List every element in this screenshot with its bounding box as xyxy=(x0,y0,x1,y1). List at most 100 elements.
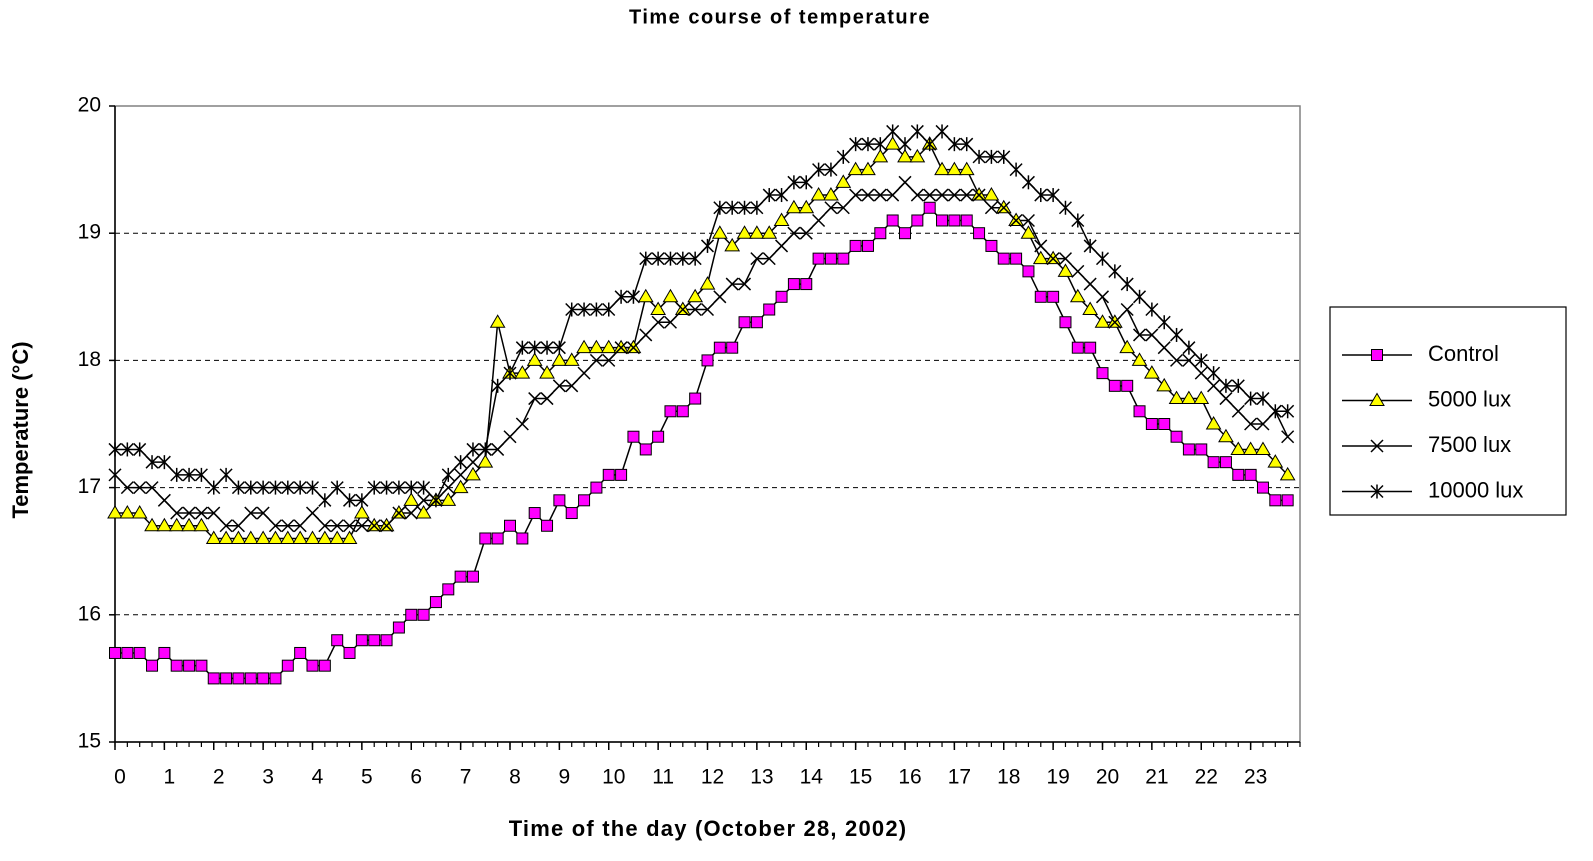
marker-square xyxy=(899,227,911,240)
marker-x xyxy=(1108,315,1122,329)
marker-x xyxy=(725,277,739,291)
marker xyxy=(145,481,159,495)
marker-square xyxy=(1256,481,1269,494)
marker-x xyxy=(219,519,233,533)
marker xyxy=(1219,392,1233,406)
marker xyxy=(131,505,148,519)
marker xyxy=(108,468,122,482)
marker xyxy=(491,442,505,456)
marker-square xyxy=(553,494,566,507)
marker xyxy=(1057,263,1074,277)
marker-triangle xyxy=(477,454,494,468)
marker xyxy=(417,493,431,507)
marker xyxy=(1193,390,1210,405)
marker xyxy=(762,188,776,203)
x-tick-label: 23 xyxy=(1244,766,1267,789)
marker xyxy=(812,213,826,228)
marker-square xyxy=(923,201,936,214)
marker xyxy=(1009,162,1023,177)
marker xyxy=(515,417,529,431)
marker-triangle xyxy=(1020,225,1037,239)
marker-triangle xyxy=(1230,441,1247,455)
marker-square xyxy=(355,634,368,647)
marker xyxy=(1218,428,1234,443)
marker xyxy=(404,506,418,520)
marker-x xyxy=(639,328,653,342)
marker xyxy=(589,353,603,367)
marker-triangle xyxy=(1082,301,1099,316)
marker-x xyxy=(515,417,529,431)
marker xyxy=(960,188,974,202)
marker-x xyxy=(207,506,221,520)
marker xyxy=(1371,349,1383,361)
marker xyxy=(392,480,406,495)
marker-x xyxy=(688,302,702,317)
marker xyxy=(1119,339,1136,354)
marker-triangle xyxy=(119,505,136,519)
marker-square xyxy=(652,430,665,443)
marker xyxy=(541,519,554,532)
marker xyxy=(540,340,554,355)
marker-square xyxy=(491,532,504,545)
marker xyxy=(775,239,789,253)
marker-x xyxy=(873,188,887,202)
marker xyxy=(847,161,864,176)
marker xyxy=(331,634,344,647)
marker-triangle xyxy=(1218,428,1234,443)
marker xyxy=(1034,239,1048,253)
marker-triangle xyxy=(662,288,679,303)
marker xyxy=(849,188,863,202)
marker xyxy=(824,201,838,215)
marker-x xyxy=(454,468,468,482)
marker xyxy=(380,480,394,495)
marker-triangle xyxy=(1193,390,1210,405)
marker xyxy=(477,454,494,468)
marker xyxy=(552,379,566,393)
marker-square xyxy=(207,672,220,685)
marker xyxy=(664,405,677,418)
marker xyxy=(1256,391,1270,406)
marker xyxy=(861,137,875,152)
marker-x xyxy=(231,519,245,533)
marker-x xyxy=(491,442,505,456)
marker xyxy=(1144,365,1160,379)
marker-x xyxy=(1231,404,1245,418)
marker-x xyxy=(194,506,208,520)
marker-x xyxy=(1120,302,1134,317)
marker-triangle xyxy=(958,161,975,176)
marker xyxy=(1096,367,1109,380)
marker xyxy=(220,672,233,685)
marker xyxy=(515,340,529,355)
marker-square xyxy=(639,443,652,456)
marker-x xyxy=(404,506,418,520)
marker-square xyxy=(504,519,516,532)
marker xyxy=(516,532,529,545)
marker xyxy=(170,506,184,520)
marker xyxy=(540,392,554,406)
marker-x xyxy=(380,519,394,533)
marker xyxy=(897,148,913,163)
marker-x xyxy=(244,506,258,520)
x-tick-label: 13 xyxy=(750,766,773,789)
marker xyxy=(787,278,800,291)
marker-square xyxy=(343,646,356,659)
marker-square xyxy=(281,659,294,672)
marker-square xyxy=(331,634,344,647)
marker xyxy=(1034,188,1048,203)
y-tick-label: 17 xyxy=(78,475,101,498)
marker-square xyxy=(1158,418,1171,430)
marker xyxy=(452,479,469,494)
marker-triangle xyxy=(1369,392,1385,406)
marker xyxy=(1269,494,1282,507)
marker xyxy=(1108,379,1121,392)
marker-square xyxy=(812,252,825,265)
marker xyxy=(207,506,221,520)
marker xyxy=(1170,353,1184,367)
marker xyxy=(182,506,196,520)
marker-square xyxy=(713,341,726,354)
marker-x xyxy=(1182,353,1196,367)
marker xyxy=(947,137,961,152)
marker xyxy=(602,353,616,367)
marker xyxy=(1170,430,1183,443)
marker xyxy=(1009,213,1023,228)
